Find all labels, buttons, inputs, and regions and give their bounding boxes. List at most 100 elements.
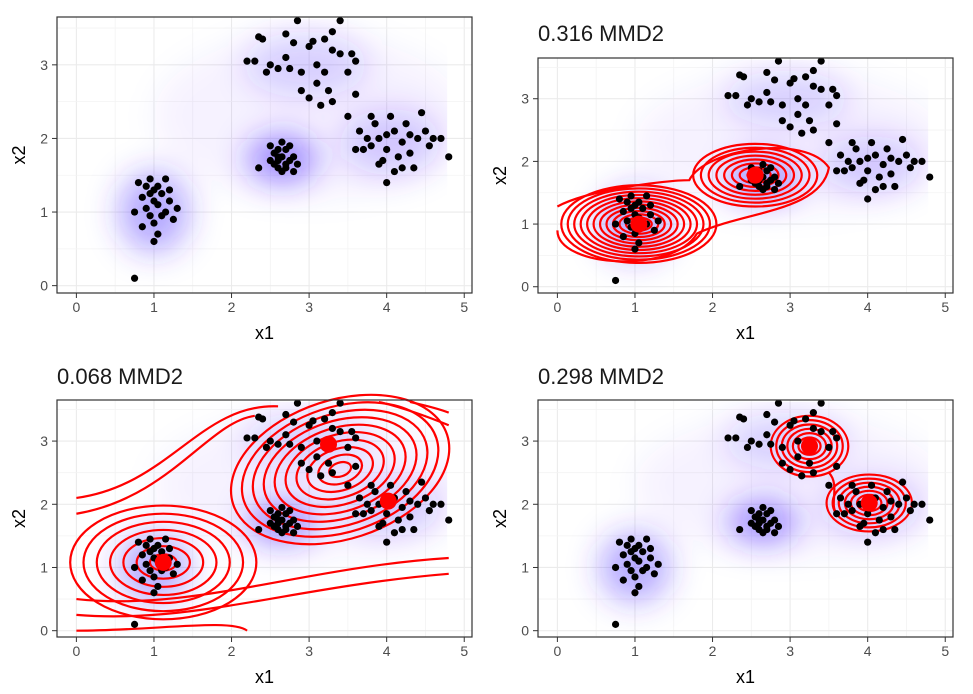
- data-point: [344, 443, 352, 451]
- data-point: [293, 522, 302, 531]
- data-point: [794, 95, 802, 103]
- y-axis-label: x2: [490, 509, 510, 528]
- data-point: [324, 87, 333, 95]
- data-point: [398, 138, 406, 146]
- contour-line: [108, 528, 218, 597]
- axes: 0 1 2 3 4 5 0 1 2 3: [521, 433, 949, 659]
- data-point: [902, 494, 911, 502]
- data-point: [778, 459, 786, 467]
- data-point: [895, 500, 903, 508]
- contour-line: [797, 436, 822, 456]
- data-point: [790, 417, 798, 425]
- x-axis-label: x1: [736, 667, 755, 687]
- data-point: [266, 61, 274, 69]
- data-point: [650, 226, 658, 234]
- data-point: [154, 541, 162, 549]
- data-point: [875, 173, 883, 181]
- contour-line: [579, 193, 699, 255]
- data-point: [786, 465, 794, 474]
- data-point: [130, 620, 139, 628]
- x-axis-label: x1: [255, 323, 274, 343]
- x-tick-label: 0: [553, 643, 561, 659]
- data-point: [282, 53, 290, 62]
- data-point: [619, 551, 627, 559]
- data-point: [639, 548, 647, 556]
- data-point: [421, 494, 430, 502]
- data-point: [926, 173, 934, 181]
- data-point: [266, 507, 274, 515]
- data-point: [402, 120, 410, 128]
- data-point: [867, 481, 876, 489]
- data-point: [848, 139, 856, 147]
- data-point: [817, 428, 825, 436]
- data-point: [437, 500, 445, 508]
- data-point: [445, 153, 453, 161]
- data-point: [871, 529, 880, 537]
- data-point: [255, 164, 263, 172]
- data-point: [274, 153, 282, 161]
- data-point: [770, 529, 779, 537]
- data-point: [809, 409, 817, 417]
- data-point: [825, 481, 833, 489]
- data-point: [130, 563, 139, 572]
- x-tick-label: 3: [305, 643, 313, 659]
- data-point: [635, 541, 643, 549]
- data-point: [871, 186, 880, 194]
- data-point: [623, 541, 631, 549]
- data-point: [394, 153, 402, 161]
- data-point: [615, 538, 624, 546]
- data-point: [313, 453, 321, 461]
- data-point: [165, 197, 174, 205]
- y-tick-label: 1: [521, 216, 529, 232]
- data-point: [794, 437, 802, 445]
- data-point: [297, 459, 305, 467]
- data-point: [383, 179, 391, 187]
- data-point: [867, 139, 876, 147]
- contour-line: [69, 504, 258, 621]
- data-point: [875, 516, 883, 524]
- data-point: [763, 431, 771, 439]
- data-point: [383, 131, 391, 139]
- data-point: [778, 443, 786, 451]
- data-point: [848, 164, 856, 172]
- data-point: [429, 134, 437, 143]
- data-point: [352, 462, 360, 470]
- data-point: [134, 179, 143, 187]
- contour-line: [229, 393, 451, 546]
- density-blob: [724, 412, 849, 470]
- contour-line: [707, 150, 803, 200]
- data-point: [398, 525, 406, 534]
- data-point: [146, 190, 154, 198]
- data-point: [282, 525, 290, 534]
- x-tick-label: 2: [709, 643, 717, 659]
- density-blob: [724, 70, 849, 127]
- data-point: [864, 167, 872, 175]
- data-point: [864, 510, 872, 518]
- contour-line: [831, 477, 907, 529]
- data-point: [352, 57, 360, 65]
- data-point: [305, 465, 313, 474]
- data-point: [879, 182, 887, 191]
- x-tick-label: 2: [228, 299, 236, 315]
- x-tick-label: 0: [72, 643, 80, 659]
- data-point: [286, 64, 294, 73]
- data-point: [642, 192, 651, 200]
- data-point: [767, 440, 775, 448]
- data-point: [165, 186, 174, 194]
- x-tick-label: 4: [864, 299, 872, 315]
- data-point: [844, 500, 852, 508]
- data-point: [724, 92, 732, 100]
- data-point: [798, 472, 806, 480]
- data-point: [293, 399, 302, 407]
- data-point: [809, 424, 817, 433]
- data-point: [406, 131, 414, 139]
- data-point: [282, 431, 290, 439]
- data-point: [328, 424, 336, 433]
- data-point: [770, 516, 779, 524]
- data-point: [759, 160, 767, 169]
- data-point: [321, 415, 329, 423]
- data-point: [352, 510, 360, 518]
- y-tick-label: 2: [40, 130, 48, 146]
- data-point: [639, 567, 647, 575]
- data-point: [390, 529, 399, 537]
